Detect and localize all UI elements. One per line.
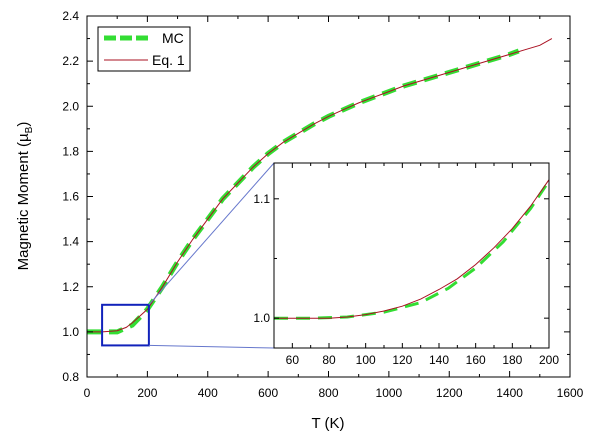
main-y-tick-label: 2.0 [62, 99, 79, 113]
inset-y-tick-label: 1.0 [253, 311, 270, 325]
inset-x-tick-label: 160 [466, 353, 486, 367]
inset-y-tick-label: 1.1 [253, 192, 270, 206]
x-axis-label: T (K) [311, 415, 344, 432]
main-x-tick-label: 1200 [436, 386, 463, 400]
main-y-tick-label: 2.4 [62, 9, 79, 23]
main-y-tick-label: 1.0 [62, 325, 79, 339]
inset-series-layer [274, 179, 549, 320]
inset-series-mc [274, 180, 549, 320]
main-y-axis: 0.8 1.0 1.2 1.4 1.6 1.8 2.0 2.2 2.4 [62, 9, 570, 384]
main-x-tick-label: 0 [84, 386, 91, 400]
main-series-eq1 [87, 38, 553, 333]
legend-box [97, 26, 191, 72]
y-axis-unit-sub: B [24, 126, 35, 133]
zoom-connector-top [148, 162, 275, 306]
y-axis-label: Magnetic Moment (µB) [15, 122, 35, 271]
main-y-tick-label: 1.6 [62, 190, 79, 204]
inset-background [274, 163, 549, 348]
main-x-tick-label: 200 [137, 386, 157, 400]
y-axis-label-text: Magnetic Moment ( [15, 142, 32, 270]
inset-x-axis: 60 80 100 120 140 160 180 200 [286, 163, 559, 367]
inset-plot-frame [273, 162, 550, 349]
inset-x-tick-label: 200 [539, 353, 559, 367]
inset-x-tick-label: 140 [429, 353, 449, 367]
inset-x-tick-label: 180 [502, 353, 522, 367]
y-axis-label-close: ) [15, 122, 32, 127]
main-y-tick-label: 0.8 [62, 370, 79, 384]
inset-y-axis: 1.0 1.1 [253, 192, 549, 325]
y-axis-unit-glyph: µ [15, 133, 32, 142]
inset-x-tick-label: 60 [286, 353, 300, 367]
main-x-tick-label: 1400 [496, 386, 523, 400]
main-x-tick-label: 400 [198, 386, 218, 400]
inset-plot: 60 80 100 120 140 160 180 200 1.0 1.1 [253, 162, 559, 367]
main-y-tick-label: 2.2 [62, 54, 79, 68]
legend-label-mc: MC [162, 30, 184, 46]
inset-x-tick-label: 80 [322, 353, 336, 367]
inset-x-tick-label: 100 [356, 353, 376, 367]
main-y-tick-label: 1.2 [62, 280, 79, 294]
main-y-tick-label: 1.4 [62, 235, 79, 249]
main-plot: 0 200 400 600 800 1000 1200 1400 1600 0.8 1.0 1.2 1… [15, 9, 584, 432]
main-x-tick-label: 1600 [557, 386, 584, 400]
inset-series-eq1 [274, 179, 549, 319]
main-x-tick-label: 1000 [376, 386, 403, 400]
legend-label-eq1: Eq. 1 [152, 52, 185, 68]
main-series-layer [87, 38, 553, 335]
main-x-tick-label: 800 [318, 386, 338, 400]
main-x-tick-label: 600 [258, 386, 278, 400]
legend: MC Eq. 1 [97, 26, 191, 72]
main-x-axis: 0 200 400 600 800 1000 1200 1400 1600 [84, 16, 584, 400]
zoom-connector-bottom [148, 344, 275, 349]
inset-x-tick-label: 120 [392, 353, 412, 367]
zoom-box [101, 303, 150, 347]
main-y-tick-label: 1.8 [62, 144, 79, 158]
